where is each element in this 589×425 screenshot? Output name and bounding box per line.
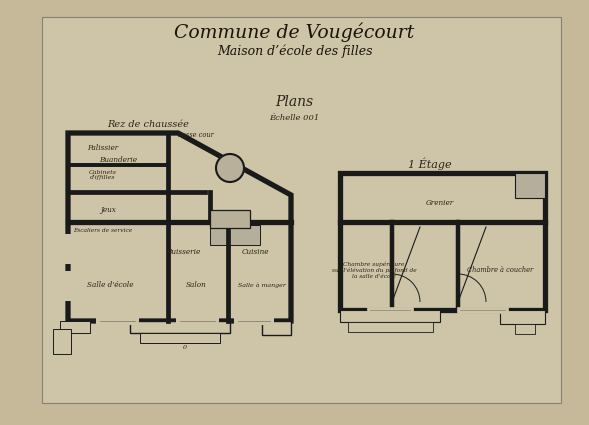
Text: Cuisine: Cuisine <box>241 248 269 256</box>
Text: Basse cour: Basse cour <box>177 131 213 139</box>
Bar <box>42 17 561 403</box>
Text: Buisserie: Buisserie <box>166 248 200 256</box>
Bar <box>210 210 250 228</box>
Bar <box>210 225 260 245</box>
Text: Commune de Vougécourt: Commune de Vougécourt <box>174 22 415 42</box>
Text: Grenier: Grenier <box>426 199 454 207</box>
Text: Rez de chaussée: Rez de chaussée <box>107 120 189 129</box>
Text: Buanderie: Buanderie <box>99 156 137 164</box>
Polygon shape <box>68 133 291 321</box>
Text: Échelle 001: Échelle 001 <box>269 114 320 122</box>
Bar <box>60 321 90 333</box>
Text: Salle à manger: Salle à manger <box>238 282 286 288</box>
Bar <box>262 321 291 335</box>
Bar <box>515 173 545 198</box>
Bar <box>515 324 535 334</box>
Text: Chambre supérieure
sur l'élévation du plafond de
la salle d'école: Chambre supérieure sur l'élévation du pl… <box>332 261 416 279</box>
Text: 1 Étage: 1 Étage <box>408 158 452 170</box>
Bar <box>130 321 230 333</box>
Circle shape <box>216 154 244 182</box>
Text: Maison d’école des filles: Maison d’école des filles <box>217 44 372 57</box>
Bar <box>340 173 545 310</box>
Bar <box>140 333 220 343</box>
Text: 0: 0 <box>183 345 187 350</box>
Text: Cabinets
d'iffilles: Cabinets d'iffilles <box>89 170 117 180</box>
Text: Chambre à coucher: Chambre à coucher <box>467 266 533 274</box>
Bar <box>500 310 545 324</box>
Text: Jeux: Jeux <box>100 206 116 214</box>
Text: Salon: Salon <box>186 281 206 289</box>
Text: Escaliers de service: Escaliers de service <box>74 227 133 232</box>
Bar <box>348 322 433 332</box>
Text: Plans: Plans <box>276 95 313 109</box>
Text: Salle d'école: Salle d'école <box>87 281 133 289</box>
Bar <box>53 329 71 354</box>
Text: Palissier: Palissier <box>87 144 118 152</box>
Bar <box>340 310 440 322</box>
